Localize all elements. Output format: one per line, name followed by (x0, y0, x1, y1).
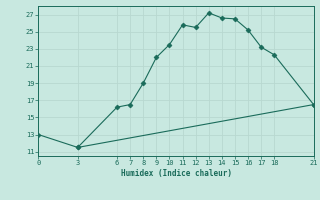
X-axis label: Humidex (Indice chaleur): Humidex (Indice chaleur) (121, 169, 231, 178)
